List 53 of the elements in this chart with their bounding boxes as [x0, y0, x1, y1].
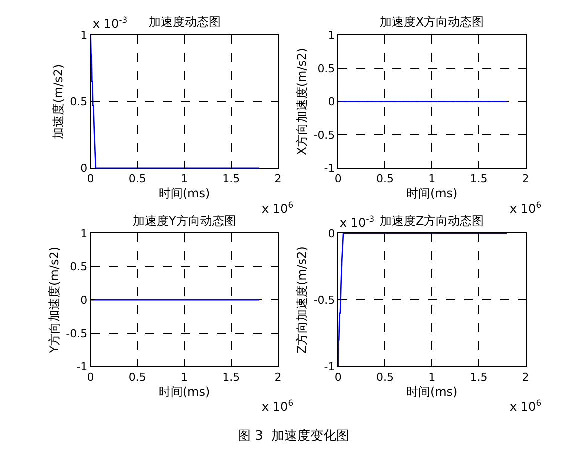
y-tick-label: -0.5	[66, 327, 88, 340]
chart-title: 加速度动态图	[149, 15, 221, 29]
x-tick-label: 1.5	[470, 172, 488, 186]
y-tick-label: 0	[80, 162, 88, 176]
text: x 10$^{6}$	[510, 398, 542, 414]
y-tick-label: -1	[76, 360, 88, 374]
text: x 10$^{6}$	[510, 200, 542, 216]
y-axis-title: 加速度(m/s2)	[51, 64, 66, 140]
x-tick-label: 0.5	[128, 370, 146, 384]
x-tick-label: 0.5	[376, 370, 394, 384]
y-tick-label: -0.5	[314, 294, 336, 307]
y-tick-label: 1	[80, 29, 88, 42]
x-tick-label: 1	[428, 370, 436, 384]
chart-title: 加速度Y方向动态图	[133, 214, 236, 228]
y-tick-label: 0.5	[70, 96, 88, 109]
x-tick-label: 2	[274, 172, 282, 186]
y-tick-label: 0.5	[70, 260, 88, 274]
chart-title: 加速度X方向动态图	[380, 15, 484, 29]
text: x 10$^{-3}$	[93, 15, 128, 32]
x-tick-label: 1.5	[222, 172, 240, 186]
line-series	[338, 234, 508, 367]
text: x 10$^{-3}$	[340, 214, 375, 230]
y-tick-label: -1	[324, 360, 336, 374]
y-tick-label: 1	[80, 227, 88, 240]
text: x 10$^{6}$	[262, 398, 294, 414]
y-tick-label: 0	[328, 96, 336, 109]
y-axis-title: Z方向加速度(m/s2)	[295, 246, 310, 354]
x-axis-title: 时间(ms)	[406, 384, 458, 399]
x-tick-label: 1.5	[470, 370, 488, 384]
x-tick-label: 0.5	[376, 172, 394, 186]
caption: 图 3 加速度变化图	[238, 428, 350, 444]
x-tick-label: 0.5	[128, 172, 146, 186]
y-tick-label: -1	[324, 162, 336, 176]
y-tick-label: 1	[328, 29, 336, 42]
x-axis-title: 时间(ms)	[406, 186, 458, 200]
x-axis-title: 时间(ms)	[158, 384, 210, 399]
y-axis-title: Y方向加速度(m/s2)	[47, 246, 62, 354]
x-tick-label: 1	[181, 172, 188, 186]
y-tick-label: 0	[328, 227, 336, 240]
x-tick-label: 1.5	[222, 370, 240, 384]
line-series	[90, 35, 260, 168]
y-tick-label: -0.5	[314, 128, 336, 142]
y-tick-label: 0	[80, 294, 88, 307]
x-tick-label: 2	[274, 370, 282, 384]
y-tick-label: 0.5	[318, 62, 336, 76]
x-tick-label: 2	[522, 370, 530, 384]
text: x 10$^{6}$	[262, 200, 294, 216]
y-axis-title: X方向加速度(m/s2)	[295, 48, 310, 156]
x-tick-label: 1	[181, 370, 188, 384]
x-tick-label: 1	[428, 172, 436, 186]
chart-title: 加速度Z方向动态图	[380, 214, 484, 228]
x-axis-title: 时间(ms)	[158, 186, 210, 200]
x-tick-label: 2	[522, 172, 530, 186]
